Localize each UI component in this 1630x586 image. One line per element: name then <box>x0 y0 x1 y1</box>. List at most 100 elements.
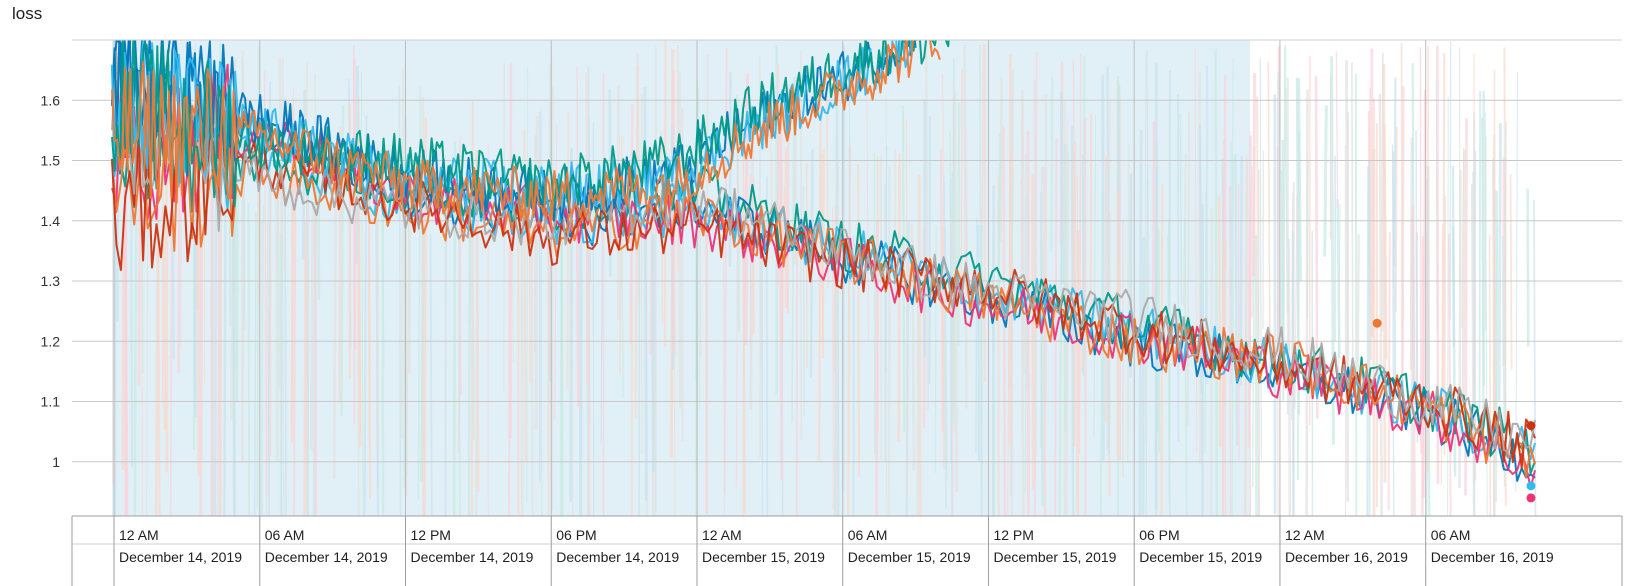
background-streak <box>949 131 953 517</box>
background-streak <box>275 185 279 462</box>
background-streak <box>1198 124 1203 394</box>
background-streak <box>526 66 529 503</box>
endpoint-marker <box>1526 493 1536 503</box>
x-tick-time-label: 12 PM <box>993 527 1033 543</box>
background-streak <box>1020 179 1025 517</box>
background-streak <box>1354 73 1358 517</box>
background-streak <box>1234 153 1239 446</box>
background-streak <box>925 45 929 411</box>
background-streak <box>799 50 803 441</box>
x-tick-time-label: 06 PM <box>556 527 596 543</box>
background-streak <box>1222 238 1227 408</box>
background-streak <box>939 149 944 432</box>
x-axis-background <box>72 516 1622 586</box>
x-tick-date-label: December 16, 2019 <box>1431 549 1554 565</box>
x-tick-date-label: December 14, 2019 <box>265 549 388 565</box>
x-tick-time-label: 12 AM <box>702 527 742 543</box>
background-streak <box>162 206 167 430</box>
background-streak <box>1204 190 1207 455</box>
background-streak <box>199 224 203 517</box>
background-streak <box>1054 137 1058 517</box>
background-streak <box>177 161 182 373</box>
background-streak <box>999 77 1003 242</box>
y-tick-label: 1.4 <box>41 213 61 229</box>
chart-title: loss <box>12 4 43 23</box>
background-streak <box>560 204 564 517</box>
y-tick-label: 1.5 <box>41 153 61 169</box>
background-streak <box>677 71 682 409</box>
x-tick-time-label: 12 AM <box>119 527 159 543</box>
background-streak <box>905 119 908 496</box>
background-streak <box>1259 58 1262 461</box>
background-streak <box>1351 62 1354 373</box>
background-streak <box>950 172 954 350</box>
background-streak <box>1194 48 1198 454</box>
background-streak <box>673 198 676 517</box>
background-streak <box>1021 88 1026 375</box>
background-streak <box>587 210 591 517</box>
background-streak <box>566 111 570 390</box>
background-streak <box>309 207 315 452</box>
background-streak <box>1093 115 1097 438</box>
background-streak <box>1447 96 1449 517</box>
background-streak <box>157 229 161 517</box>
background-streak <box>1008 154 1013 389</box>
background-streak <box>856 163 861 477</box>
background-streak <box>1411 205 1416 517</box>
background-streak <box>261 204 264 517</box>
background-streak <box>267 81 272 517</box>
background-streak <box>1392 151 1397 400</box>
background-streak <box>761 213 764 517</box>
background-streak <box>1050 76 1054 253</box>
series-line <box>111 40 941 221</box>
background-streak <box>1160 184 1164 517</box>
background-streak <box>141 223 143 517</box>
background-streak <box>1409 137 1414 370</box>
background-streak <box>585 72 589 386</box>
background-streak <box>735 128 739 489</box>
background-streak <box>1473 150 1477 517</box>
background-streak <box>305 62 308 510</box>
background-streak <box>1186 112 1191 426</box>
background-streak <box>1443 196 1447 456</box>
background-streak <box>977 225 981 461</box>
background-streak <box>979 45 983 488</box>
background-streak <box>282 56 286 271</box>
background-streak <box>1381 52 1384 332</box>
background-streak <box>1401 86 1405 413</box>
y-tick-label: 1.6 <box>41 92 61 108</box>
y-tick-label: 1.2 <box>41 333 61 349</box>
background-streak <box>826 95 830 288</box>
background-streak <box>742 106 746 515</box>
background-streak <box>523 128 527 462</box>
background-streak <box>401 68 405 439</box>
x-tick-date-label: December 16, 2019 <box>1285 549 1408 565</box>
background-streak <box>554 124 558 420</box>
x-tick-date-label: December 15, 2019 <box>848 549 971 565</box>
background-streak <box>1441 53 1446 441</box>
background-streak <box>303 222 307 517</box>
background-streak <box>1129 174 1133 379</box>
background-streak <box>313 207 318 517</box>
background-streak <box>1267 61 1272 385</box>
marker-layer <box>1372 318 1536 503</box>
background-streak <box>534 116 539 430</box>
background-streak <box>1458 169 1462 489</box>
background-streak <box>253 212 257 517</box>
y-tick-label: 1.1 <box>41 394 61 410</box>
background-streak <box>180 186 183 346</box>
background-streak <box>1244 159 1248 517</box>
background-streak <box>1391 144 1395 517</box>
background-streak <box>429 233 433 517</box>
background-streak <box>121 208 126 471</box>
background-streak <box>1378 93 1383 517</box>
background-streak <box>1078 53 1082 455</box>
background-streak <box>470 239 475 441</box>
x-tick-time-label: 12 PM <box>411 527 451 543</box>
background-streak <box>1492 158 1496 517</box>
background-streak <box>1031 174 1035 491</box>
background-streak <box>1070 125 1075 517</box>
x-tick-date-label: December 15, 2019 <box>702 549 825 565</box>
